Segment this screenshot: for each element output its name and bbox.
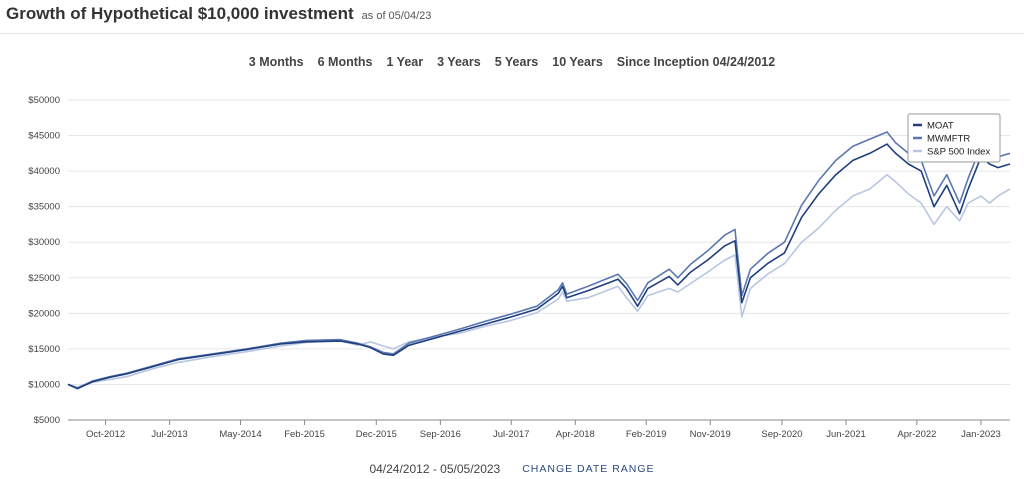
legend-label: MOAT xyxy=(927,121,954,132)
as-of-date: as of 05/04/23 xyxy=(361,10,432,22)
footer: 04/24/2012 - 05/05/2023 CHANGE DATE RANG… xyxy=(0,462,1024,476)
series-lines xyxy=(67,131,1011,390)
legend-box xyxy=(907,113,1001,163)
x-tick-label: Nov-2019 xyxy=(690,429,731,440)
x-tick-label: May-2014 xyxy=(219,429,261,440)
change-date-range-link[interactable]: CHANGE DATE RANGE xyxy=(522,463,655,475)
x-tick-label: Feb-2015 xyxy=(284,429,325,440)
x-tick-label: Jul-2013 xyxy=(151,429,187,440)
x-tick-label: Feb-2019 xyxy=(626,429,667,440)
x-tick-label: Dec-2015 xyxy=(356,429,397,440)
range-5-years[interactable]: 5 Years xyxy=(494,55,539,69)
x-tick-label: Jul-2017 xyxy=(493,429,529,440)
range-since-inception[interactable]: Since Inception 04/24/2012 xyxy=(616,55,776,69)
series-line-moat xyxy=(67,143,1011,390)
x-tick-label: Sep-2016 xyxy=(420,429,461,440)
growth-line-chart: $5000 $10000 $15000 $20000 $25000 $30000 $3500… xyxy=(28,95,1011,440)
date-range-text: 04/24/2012 - 05/05/2023 xyxy=(369,462,501,476)
range-6-months[interactable]: 6 Months xyxy=(317,55,373,69)
range-10-years[interactable]: 10 Years xyxy=(552,55,603,69)
y-tick-label: $30000 xyxy=(28,237,60,248)
x-tick-label: Jan-2023 xyxy=(961,429,1001,440)
range-1-year[interactable]: 1 Year xyxy=(386,55,424,69)
x-axis: Oct-2012 Jul-2013 May-2014 Feb-2015 Dec-2015… xyxy=(68,419,1010,440)
y-tick-label: $10000 xyxy=(28,379,60,390)
legend-label: MWMFTR xyxy=(927,134,970,145)
x-tick-label: Apr-2018 xyxy=(556,429,595,440)
y-axis: $5000 $10000 $15000 $20000 $25000 $30000 $3500… xyxy=(28,95,60,426)
page-title: Growth of Hypothetical $10,000 investmen… xyxy=(6,4,354,23)
y-tick-label: $15000 xyxy=(28,344,60,355)
y-tick-label: $40000 xyxy=(28,166,60,177)
legend: MOAT MWMFTR S&P 500 Index xyxy=(907,113,1001,163)
range-selector: 3 Months 6 Months 1 Year 3 Years 5 Years… xyxy=(0,55,1024,69)
y-tick-label: $50000 xyxy=(28,95,60,106)
y-tick-label: $20000 xyxy=(28,308,60,319)
x-tick-label: Apr-2022 xyxy=(897,429,936,440)
header-divider xyxy=(0,33,1024,34)
y-tick-label: $35000 xyxy=(28,202,60,213)
y-tick-label: $45000 xyxy=(28,131,60,142)
series-line-mwmftr xyxy=(67,131,1011,389)
y-tick-label: $25000 xyxy=(28,273,60,284)
legend-label: S&P 500 Index xyxy=(927,147,990,158)
x-tick-label: Jun-2021 xyxy=(826,429,866,440)
range-3-months[interactable]: 3 Months xyxy=(248,55,304,69)
y-tick-label: $5000 xyxy=(34,415,60,426)
header: Growth of Hypothetical $10,000 investmen… xyxy=(6,4,431,26)
grid xyxy=(68,99,1010,421)
x-tick-label: Oct-2012 xyxy=(86,429,125,440)
x-tick-label: Sep-2020 xyxy=(761,429,802,440)
series-line-s-p-500-index xyxy=(67,173,1011,389)
range-3-years[interactable]: 3 Years xyxy=(437,55,481,69)
